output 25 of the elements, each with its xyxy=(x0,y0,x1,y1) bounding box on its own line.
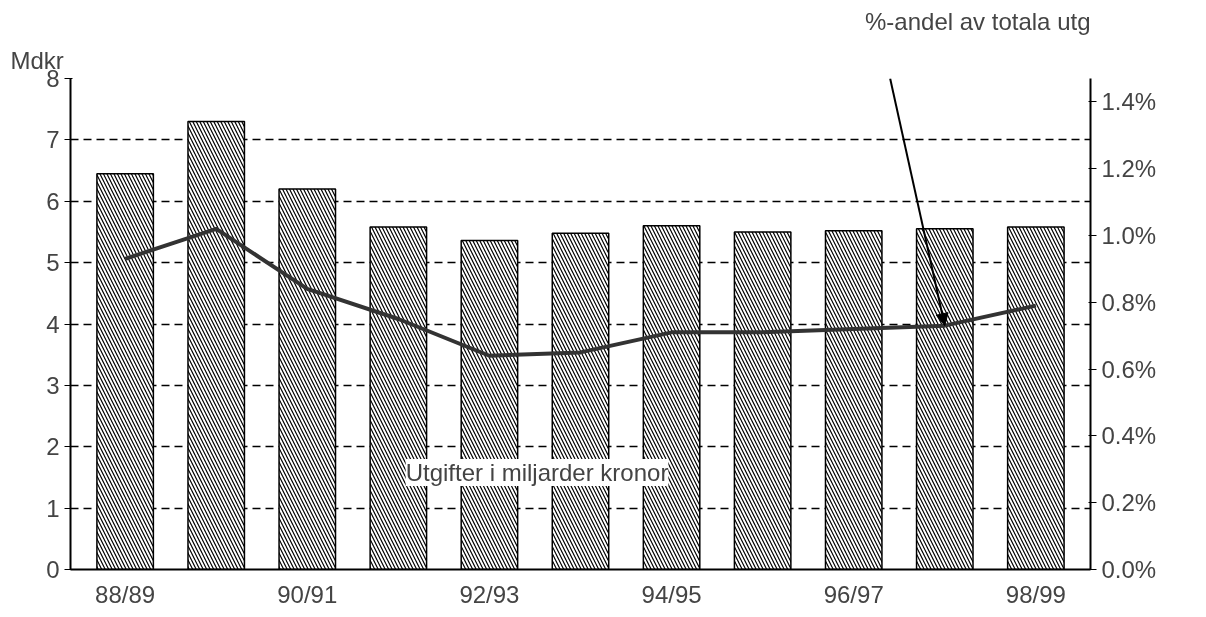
annotation: Utgifter i miljarder kronor xyxy=(405,459,669,487)
y2-tick-label: 1.2% xyxy=(1101,155,1157,183)
y-tick-label: 7 xyxy=(46,126,60,154)
line-series xyxy=(123,226,1038,358)
y-tick-label: 4 xyxy=(46,310,60,338)
y2-tick-label: 0.2% xyxy=(1101,489,1157,517)
y-tick-label: 2 xyxy=(46,433,60,461)
y-tick-label: 5 xyxy=(46,249,60,277)
y2-tick-label: 1.0% xyxy=(1101,221,1157,249)
x-tick-label: 88/89 xyxy=(95,580,156,608)
y2-tick-label: 0.8% xyxy=(1101,288,1157,316)
y-tick-label: 6 xyxy=(46,187,60,215)
text: %-andel av totala utg xyxy=(865,7,1091,35)
y2-tick-label: 0.6% xyxy=(1101,355,1157,383)
y2-tick-label: 0.4% xyxy=(1101,422,1157,450)
x-tick-label: 92/93 xyxy=(459,580,520,608)
x-tick-label: 94/95 xyxy=(641,580,702,608)
y2-tick-label: 1.4% xyxy=(1101,88,1157,116)
y-tick-label: 0 xyxy=(46,556,60,583)
x-tick-label: 90/91 xyxy=(277,580,338,608)
x-tick-label: 98/99 xyxy=(1005,580,1066,608)
y-tick-label: 3 xyxy=(46,371,60,399)
y2-tick-label: 0.0% xyxy=(1101,556,1157,583)
y-tick-label: 1 xyxy=(46,494,60,522)
x-tick-label: 96/97 xyxy=(823,580,884,608)
